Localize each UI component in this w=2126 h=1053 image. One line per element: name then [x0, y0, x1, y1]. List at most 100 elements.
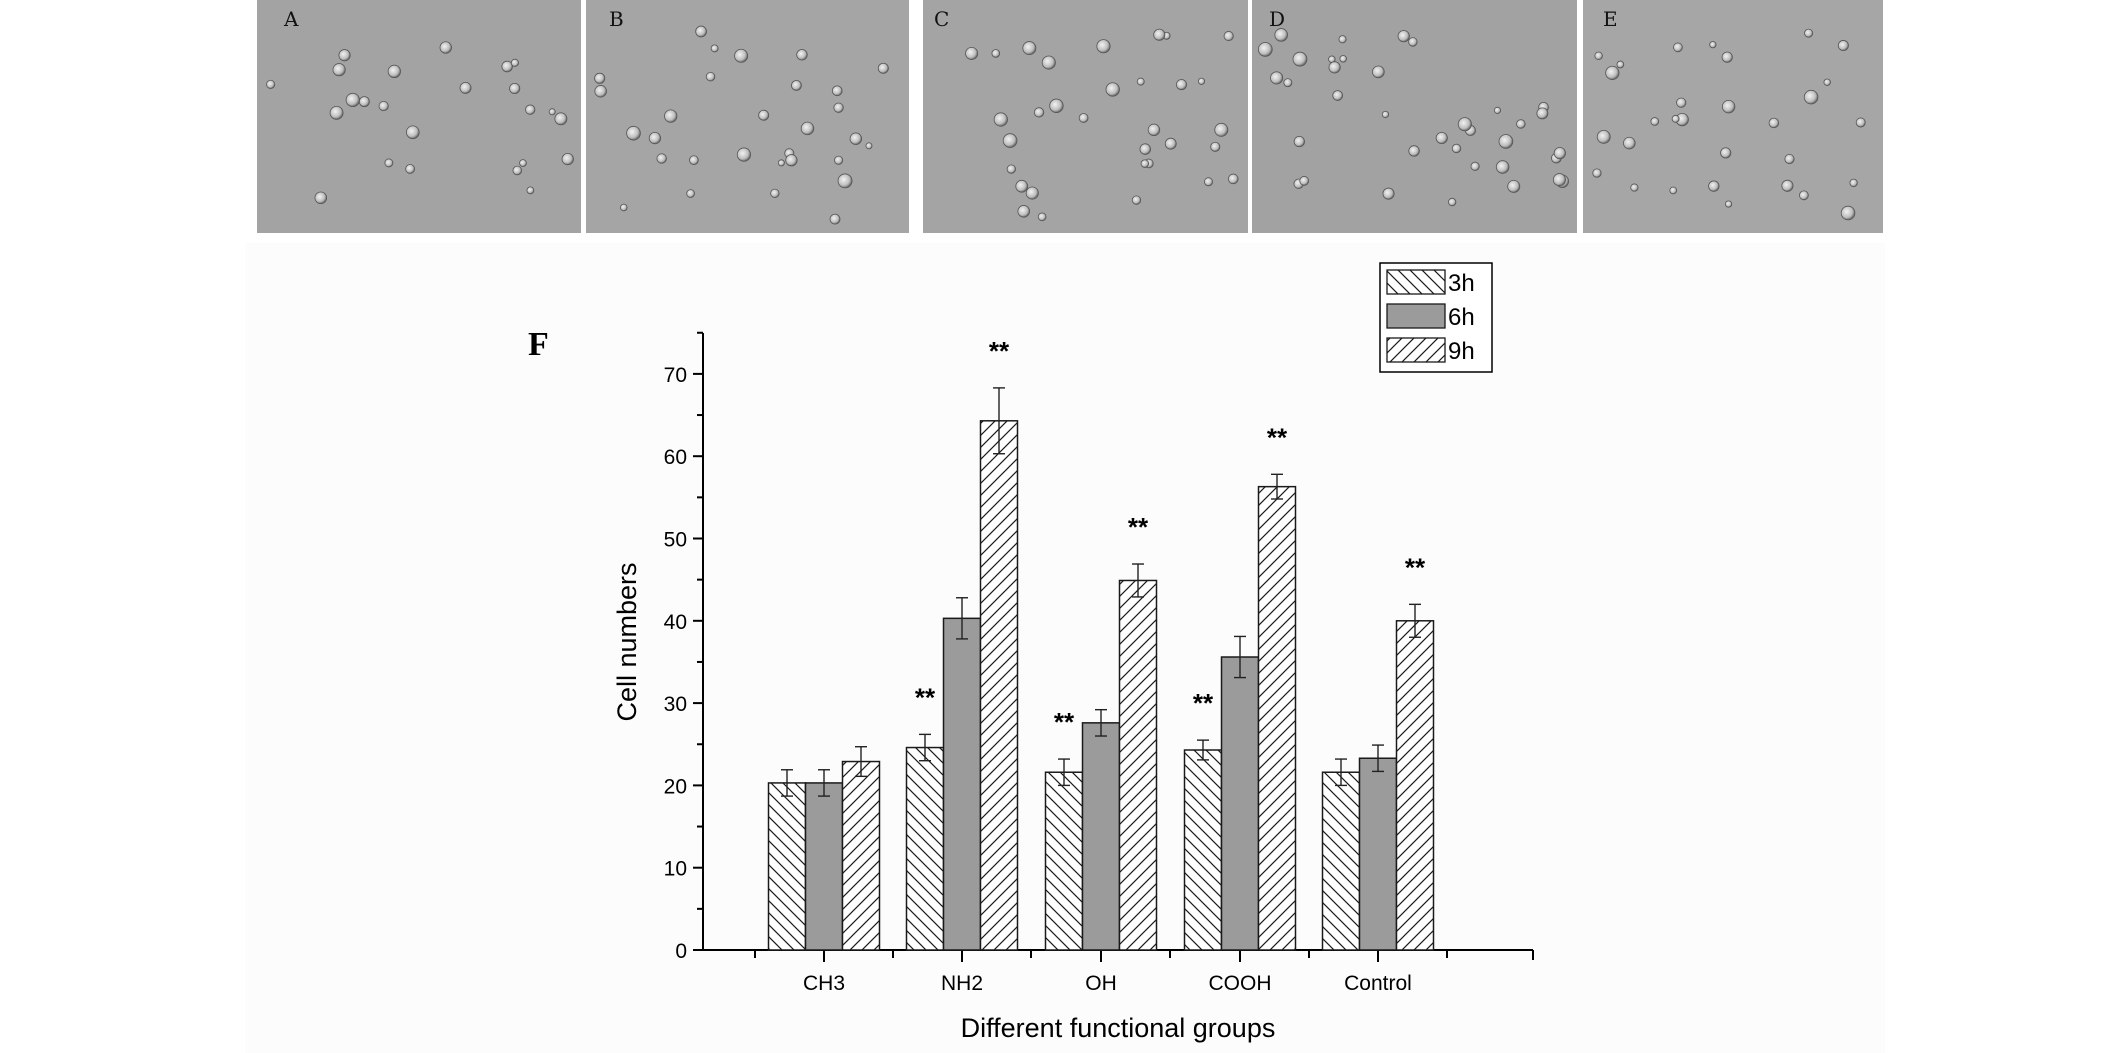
cell — [1799, 190, 1809, 201]
bar-series — [767, 420, 1435, 951]
micrograph-panel-b: B — [586, 0, 909, 233]
cell — [1153, 28, 1166, 41]
cell — [329, 105, 344, 120]
cell — [829, 213, 841, 225]
cell — [710, 44, 719, 53]
cell — [594, 72, 606, 84]
cell — [1408, 37, 1418, 47]
cell — [1017, 205, 1031, 218]
cell — [1536, 107, 1549, 120]
cell — [1131, 195, 1142, 205]
cell — [1616, 60, 1625, 69]
cell — [1630, 183, 1639, 192]
bar-control-6h — [1358, 757, 1398, 951]
bar-oh-9h — [1118, 579, 1158, 951]
cell — [1495, 160, 1510, 174]
y-tick-label: 60 — [664, 446, 687, 469]
cell — [1041, 55, 1056, 70]
cell — [378, 101, 389, 112]
bar-nh2-9h — [979, 420, 1019, 951]
cell — [777, 159, 785, 167]
cell — [1397, 30, 1410, 43]
cell — [1381, 110, 1390, 119]
cell — [1498, 134, 1514, 149]
significance-marks: ** ** ** ** ** ** ** — [915, 336, 1426, 737]
cell — [1283, 78, 1293, 88]
y-tick-label: 30 — [664, 693, 687, 716]
cell — [1709, 41, 1717, 49]
cell — [554, 112, 568, 126]
panel-label-d: D — [1269, 7, 1285, 31]
cell — [439, 41, 452, 54]
cell — [1299, 176, 1310, 186]
cell — [1382, 187, 1395, 200]
cell — [1823, 78, 1831, 86]
cell — [1078, 113, 1089, 123]
x-tick-label-nh2: NH2 — [941, 972, 983, 995]
cell — [1332, 90, 1343, 101]
cell — [1435, 131, 1448, 145]
cell — [1197, 77, 1206, 85]
cell — [512, 165, 523, 176]
legend: 3h 6h 9h — [1379, 262, 1493, 373]
cell — [770, 188, 780, 199]
cell — [519, 159, 527, 167]
cell — [1049, 98, 1064, 113]
bar-control-9h — [1395, 620, 1435, 951]
cell — [1328, 61, 1341, 74]
cell — [1650, 117, 1660, 126]
panel-label-a: A — [283, 7, 299, 31]
cell — [1164, 137, 1177, 150]
cell — [1210, 141, 1221, 152]
panel-label-e: E — [1603, 7, 1618, 31]
cell — [1724, 200, 1733, 208]
cell — [1002, 133, 1018, 148]
cell — [686, 189, 695, 198]
cell — [791, 80, 802, 91]
significance-nh2-3h: ** — [915, 682, 936, 712]
cell — [1227, 173, 1239, 185]
cell — [837, 173, 853, 189]
cell — [736, 147, 752, 162]
cell — [734, 48, 749, 63]
micrograph-panel-e: E — [1583, 0, 1883, 233]
cell — [1270, 71, 1284, 85]
x-tick-label-cooh: COOH — [1209, 972, 1272, 995]
cell — [1292, 51, 1308, 67]
cell — [1803, 89, 1819, 105]
cell — [314, 191, 328, 205]
cell — [387, 64, 401, 79]
cell — [1552, 173, 1566, 187]
cell — [1784, 153, 1795, 165]
cell — [1721, 99, 1736, 114]
bar-cooh-9h — [1257, 485, 1297, 951]
cell — [664, 109, 678, 123]
cell — [1507, 179, 1521, 193]
significance-oh-9h: ** — [1128, 512, 1149, 542]
x-tick-label-oh: OH — [1085, 972, 1117, 995]
cell — [1451, 143, 1462, 154]
cell — [1516, 119, 1526, 129]
cell — [1257, 42, 1273, 57]
cell — [548, 108, 556, 116]
y-tick-label: 70 — [664, 364, 687, 387]
cell — [849, 132, 863, 145]
cell — [1037, 212, 1047, 222]
cell — [1721, 51, 1733, 63]
significance-cooh-3h: ** — [1193, 688, 1214, 718]
cell — [332, 63, 346, 77]
x-tick-label-control: Control — [1344, 972, 1412, 995]
cell — [1136, 77, 1145, 86]
cell — [1673, 42, 1683, 53]
cell — [1223, 31, 1234, 42]
y-tick-label: 10 — [664, 858, 687, 881]
cell — [358, 96, 370, 108]
cell — [833, 102, 844, 113]
bar-cooh-6h — [1220, 656, 1260, 951]
bar-cooh-3h — [1183, 749, 1223, 951]
cell — [1408, 145, 1420, 157]
micrograph-cells — [266, 25, 1866, 225]
cell — [510, 58, 519, 67]
bar-oh-3h — [1044, 771, 1084, 951]
cell — [965, 46, 979, 60]
